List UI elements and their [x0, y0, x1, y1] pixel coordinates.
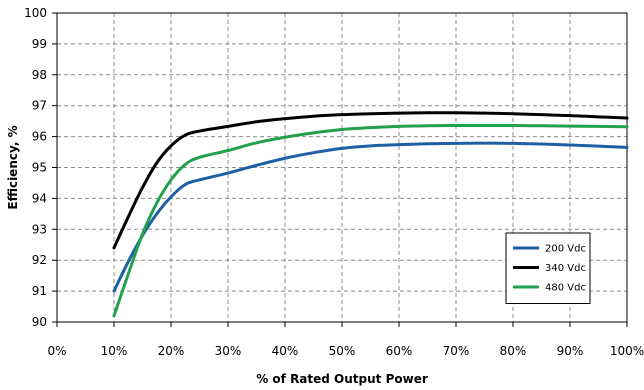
series-layer	[112, 111, 629, 318]
y-tick-label: 94	[32, 191, 47, 205]
y-tick-label: 93	[32, 222, 47, 236]
y-tick-label: 91	[32, 284, 47, 298]
x-tick-label: 90%	[557, 344, 584, 358]
x-tick-label: 70%	[443, 344, 470, 358]
legend: 200 Vdc 340 Vdc 480 Vdc	[505, 232, 591, 304]
x-tick-label: 100%	[610, 344, 644, 358]
y-axis-title: Efficiency, %	[6, 125, 20, 209]
legend-label-200-vdc: 200 Vdc	[545, 244, 586, 255]
x-tick-label: 20%	[158, 344, 185, 358]
legend-label-340-vdc: 340 Vdc	[545, 263, 586, 274]
y-tick-label: 92	[32, 253, 47, 267]
series-line-200-vdc	[112, 141, 629, 293]
x-tick-label: 30%	[215, 344, 242, 358]
y-tick-label: 90	[32, 315, 47, 329]
series-line-340-vdc	[112, 111, 629, 250]
legend-label-480-vdc: 480 Vdc	[545, 283, 586, 294]
series-line-480-vdc	[112, 123, 629, 318]
y-tick-label: 96	[32, 130, 47, 144]
x-tick-label: 0%	[47, 344, 66, 358]
tick-layer: 0% 10% 20% 30% 40% 50% 60% 70% 80% 90% 100% 90 91 92 9…	[24, 6, 644, 358]
y-tick-label: 95	[32, 161, 47, 175]
x-axis-title: % of Rated Output Power	[256, 372, 428, 386]
y-tick-label: 98	[32, 68, 47, 82]
y-tick-label: 100	[24, 6, 47, 20]
y-tick-label: 97	[32, 99, 47, 113]
y-tick-label: 99	[32, 37, 47, 51]
x-tick-label: 50%	[329, 344, 356, 358]
x-tick-label: 80%	[500, 344, 527, 358]
x-tick-label: 40%	[272, 344, 299, 358]
grid-layer	[57, 13, 627, 322]
x-tick-label: 10%	[101, 344, 128, 358]
x-tick-label: 60%	[386, 344, 413, 358]
